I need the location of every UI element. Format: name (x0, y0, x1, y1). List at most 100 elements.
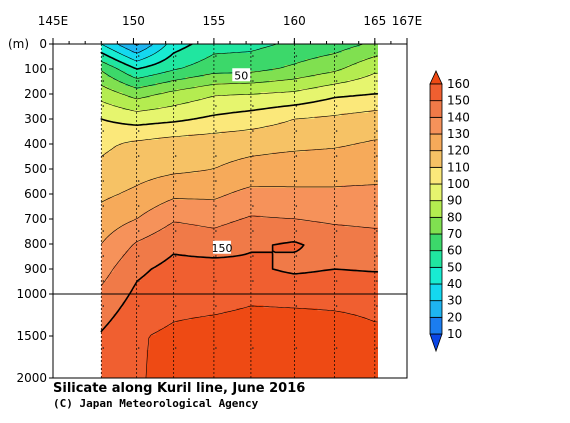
field-cell (113, 56, 117, 60)
field-cell (317, 173, 321, 177)
field-cell (344, 185, 348, 189)
field-cell (155, 140, 159, 144)
field-cell (137, 155, 141, 159)
field-cell (317, 110, 321, 114)
field-cell (323, 161, 327, 165)
field-cell (374, 95, 378, 99)
field-cell (137, 149, 141, 153)
field-cell (290, 92, 294, 96)
field-cell (356, 113, 360, 117)
field-cell (326, 179, 330, 183)
field-cell (188, 191, 192, 195)
field-cell (125, 113, 129, 117)
field-cell (200, 119, 204, 123)
field-cell (182, 74, 186, 78)
field-cell (128, 164, 132, 168)
field-cell (371, 179, 375, 183)
field-cell (110, 158, 114, 162)
field-cell (314, 119, 318, 123)
field-cell (170, 131, 174, 135)
field-cell (251, 149, 255, 153)
field-cell (284, 80, 288, 84)
field-cell (137, 107, 141, 111)
field-cell (239, 164, 243, 168)
field-cell (230, 167, 234, 171)
field-cell (122, 92, 126, 96)
field-cell (137, 140, 141, 144)
field-cell (266, 101, 270, 105)
field-cell (299, 53, 303, 57)
field-cell (359, 167, 363, 171)
field-cell (137, 71, 141, 75)
field-cell (236, 116, 240, 120)
field-cell (125, 56, 129, 60)
field-cell (179, 188, 183, 192)
field-cell (218, 89, 222, 93)
field-cell (293, 137, 297, 141)
field-cell (347, 44, 351, 48)
field-cell (356, 161, 360, 165)
field-cell (311, 92, 315, 96)
field-cell (176, 134, 180, 138)
field-cell (167, 71, 171, 75)
field-cell (239, 191, 243, 195)
field-cell (179, 152, 183, 156)
field-cell (221, 137, 225, 141)
field-cell (365, 47, 369, 51)
field-cell (227, 128, 231, 132)
field-cell (146, 86, 150, 90)
field-cell (350, 173, 354, 177)
field-cell (311, 152, 315, 156)
field-cell (236, 113, 240, 117)
field-cell (371, 191, 375, 195)
field-cell (128, 149, 132, 153)
field-cell (350, 62, 354, 66)
field-cell (374, 173, 378, 177)
field-cell (365, 98, 369, 102)
field-cell (308, 104, 312, 108)
field-cell (104, 140, 108, 144)
field-cell (194, 56, 198, 60)
field-cell (122, 188, 126, 192)
field-cell (329, 110, 333, 114)
field-cell (230, 200, 234, 204)
field-cell (368, 68, 372, 72)
field-cell (221, 86, 225, 90)
field-cell (359, 146, 363, 150)
field-cell (362, 170, 366, 174)
field-cell (335, 116, 339, 120)
field-cell (152, 116, 156, 120)
field-cell (119, 170, 123, 174)
field-cell (263, 155, 267, 159)
field-cell (254, 122, 258, 126)
field-cell (338, 98, 342, 102)
field-cell (353, 110, 357, 114)
field-cell (173, 92, 177, 96)
field-cell (197, 152, 201, 156)
field-cell (188, 107, 192, 111)
field-cell (218, 101, 222, 105)
field-cell (332, 146, 336, 150)
field-cell (314, 59, 318, 63)
field-cell (368, 197, 372, 201)
field-cell (224, 197, 228, 201)
field-cell (209, 179, 213, 183)
field-cell (260, 86, 264, 90)
field-cell (374, 152, 378, 156)
field-cell (353, 152, 357, 156)
field-cell (374, 62, 378, 66)
field-cell (206, 77, 210, 81)
field-cell (224, 86, 228, 90)
field-cell (212, 182, 216, 186)
field-cell (218, 176, 222, 180)
field-cell (206, 128, 210, 132)
field-cell (296, 62, 300, 66)
field-cell (200, 173, 204, 177)
field-cell (239, 197, 243, 201)
field-cell (200, 185, 204, 189)
field-cell (266, 59, 270, 63)
field-cell (218, 143, 222, 147)
field-cell (215, 152, 219, 156)
field-cell (164, 80, 168, 84)
field-cell (317, 86, 321, 90)
